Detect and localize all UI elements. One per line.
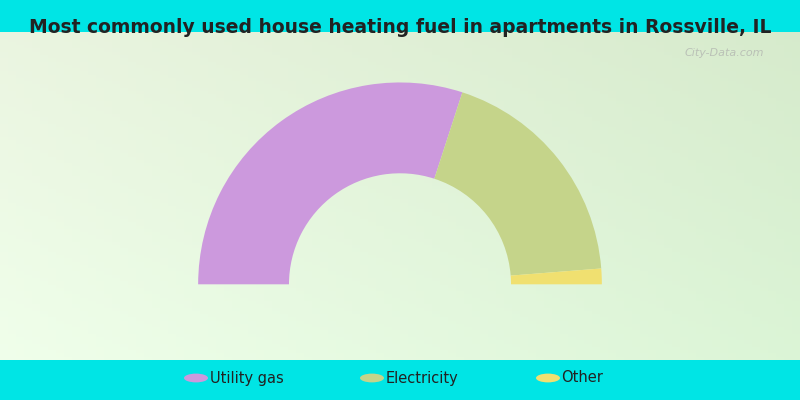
- Text: Electricity: Electricity: [386, 370, 458, 386]
- Wedge shape: [434, 92, 602, 276]
- Text: Other: Other: [562, 370, 603, 386]
- Wedge shape: [198, 82, 462, 284]
- Wedge shape: [510, 268, 602, 284]
- Text: Most commonly used house heating fuel in apartments in Rossville, IL: Most commonly used house heating fuel in…: [29, 18, 771, 37]
- Text: City-Data.com: City-Data.com: [685, 48, 764, 58]
- Text: Utility gas: Utility gas: [210, 370, 283, 386]
